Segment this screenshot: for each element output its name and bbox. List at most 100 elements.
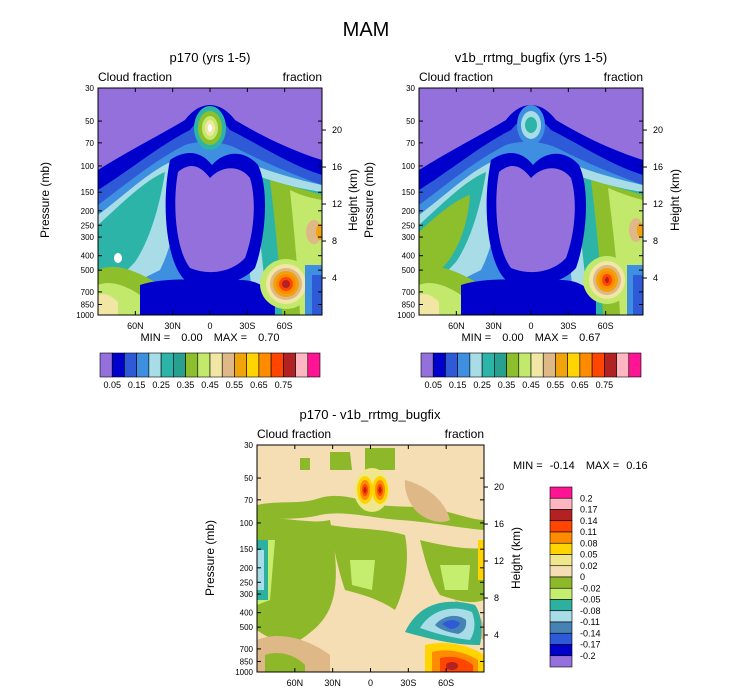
panel-3-height-tick-label: 8	[494, 593, 499, 603]
colorbar-swatch	[197, 352, 211, 378]
panel-3-ytick-label: 50	[244, 474, 253, 483]
panel-2-ytick-label: 400	[402, 252, 416, 261]
diff-colorbar-swatch	[549, 531, 573, 544]
diff-colorbar-label: 0	[580, 572, 585, 582]
panel-3-xtick-label: 60N	[287, 678, 304, 688]
panel-2-ytick-label: 250	[402, 221, 416, 230]
colorbar-swatch	[185, 352, 199, 378]
panel-1-ytick-label: 200	[81, 207, 95, 216]
diff-colorbar-label: -0.11	[580, 617, 600, 627]
colorbar-swatch	[160, 352, 174, 378]
panel-2-ylabel-right: Height (km)	[668, 169, 682, 231]
panel-1-max-value: 0.70	[258, 332, 279, 344]
panel-3-ytick-label: 250	[240, 578, 254, 587]
panel-1-ylabel: Pressure (mb)	[38, 162, 52, 238]
diff-colorbar-swatch	[549, 576, 573, 589]
colorbar-swatch	[270, 352, 284, 378]
colorbar-swatch	[173, 352, 186, 378]
colorbar-swatch	[234, 352, 247, 378]
colorbar-swatch	[221, 352, 235, 378]
panel-1-height-tick-label: 4	[332, 273, 337, 283]
panel-2-xtick-label: 0	[528, 321, 533, 331]
colorbar-label: 0.35	[498, 380, 516, 390]
diff-colorbar-swatch	[549, 520, 573, 533]
colorbar-swatch	[616, 352, 630, 378]
colorbar-swatch	[432, 352, 446, 378]
panel-3-max-value: 0.16	[626, 460, 647, 472]
panel-3-ytick-label: 70	[244, 496, 253, 505]
panel-3-ylabel-right: Height (km)	[509, 527, 523, 589]
colorbar-swatch	[246, 352, 260, 378]
colorbar-swatch	[579, 352, 593, 378]
diff-colorbar-label: 0.17	[580, 505, 598, 515]
colorbar-swatch	[481, 352, 495, 378]
diff-colorbar-label: 0.08	[580, 538, 598, 548]
diff-colorbar-label: 0.2	[580, 493, 593, 503]
panel-2: v1b_rrtmg_bugfix (yrs 1-5) Cloud fractio…	[362, 50, 682, 390]
panel-2-ytick-label: 500	[402, 266, 416, 275]
colorbar-swatch	[258, 352, 272, 378]
panel-2-ytick-label: 200	[402, 207, 416, 216]
page-title: MAM	[343, 19, 390, 41]
panel-1-ytick-label: 100	[81, 162, 95, 171]
panel-3-colorbar: 0.20.170.140.110.080.050.020-0.02-0.05-0…	[549, 486, 601, 668]
colorbar-label: 0.75	[596, 380, 614, 390]
diff-colorbar-swatch	[549, 655, 573, 668]
panel-1-ylabel-right: Height (km)	[346, 169, 360, 231]
colorbar-label: 0.05	[424, 380, 442, 390]
panel-3-min-value: -0.14	[550, 460, 575, 472]
panel-3-title: p170 - v1b_rrtmg_bugfix	[300, 407, 441, 422]
panel-1-subtitle-right: fraction	[283, 70, 322, 84]
panel-3-ytick-label: 500	[240, 623, 254, 632]
diff-colorbar-label: -0.05	[580, 595, 601, 605]
diff-colorbar-swatch	[549, 565, 573, 578]
panel-2-height-tick-label: 4	[653, 273, 658, 283]
colorbar-swatch	[148, 352, 162, 378]
panel-3-ytick-label: 30	[244, 441, 253, 450]
colorbar-label: 0.25	[473, 380, 491, 390]
panel-2-minmax-line: MIN = 0.00 MAX = 0.67	[461, 332, 600, 344]
diff-colorbar-label: -0.02	[580, 583, 601, 593]
colorbar-swatch	[542, 352, 556, 378]
colorbar-swatch	[209, 352, 223, 378]
colorbar-label: 0.65	[250, 380, 268, 390]
panel-2-height-tick-label: 20	[653, 125, 663, 135]
colorbar-swatch	[494, 352, 507, 378]
panel-3: p170 - v1b_rrtmg_bugfix Cloud fraction f…	[203, 407, 648, 688]
diff-colorbar-swatch	[549, 486, 573, 499]
panel-1-min-value: 0.00	[181, 332, 202, 344]
panel-3-height-tick-label: 12	[494, 556, 504, 566]
panel-3-min-label: MIN =	[513, 460, 543, 472]
colorbar-swatch	[111, 352, 125, 378]
panel-2-ytick-label: 150	[402, 188, 416, 197]
colorbar-swatch	[604, 352, 617, 378]
diff-colorbar-swatch	[549, 610, 573, 623]
diff-colorbar-label: 0.11	[580, 527, 597, 537]
colorbar-swatch	[99, 352, 113, 378]
panel-1-colorbar: 0.05 0.15 0.25 0.35 0.45 0.55 0.65 0.75	[99, 352, 321, 390]
panel-1-height-tick-label: 8	[332, 236, 337, 246]
panel-1: p170 (yrs 1-5) Cloud fraction fraction	[38, 50, 360, 390]
panel-1-height-tick-label: 16	[332, 162, 342, 172]
colorbar-swatch	[591, 352, 605, 378]
panel-1-max-label: MAX =	[214, 332, 247, 344]
diff-colorbar-label: 0.05	[580, 550, 598, 560]
panel-3-ytick-label: 1000	[235, 668, 253, 677]
diff-colorbar-swatch	[549, 509, 573, 522]
colorbar-swatch	[124, 352, 137, 378]
colorbar-swatch	[445, 352, 458, 378]
diff-colorbar-label: -0.14	[580, 628, 601, 638]
panel-1-ytick-label: 30	[85, 84, 94, 93]
colorbar-label: 0.15	[449, 380, 467, 390]
colorbar-label: 0.55	[547, 380, 565, 390]
panel-1-min-label: MIN =	[140, 332, 170, 344]
panel-2-ytick-label: 50	[406, 117, 415, 126]
panel-2-xtick-label: 30S	[560, 321, 576, 331]
panel-3-xtick-label: 30S	[400, 678, 416, 688]
panel-3-ytick-label: 200	[240, 564, 254, 573]
panel-1-xtick-label: 0	[207, 321, 212, 331]
diff-colorbar-swatch	[549, 497, 573, 510]
panel-2-min-value: 0.00	[502, 332, 523, 344]
colorbar-swatch	[283, 352, 296, 378]
